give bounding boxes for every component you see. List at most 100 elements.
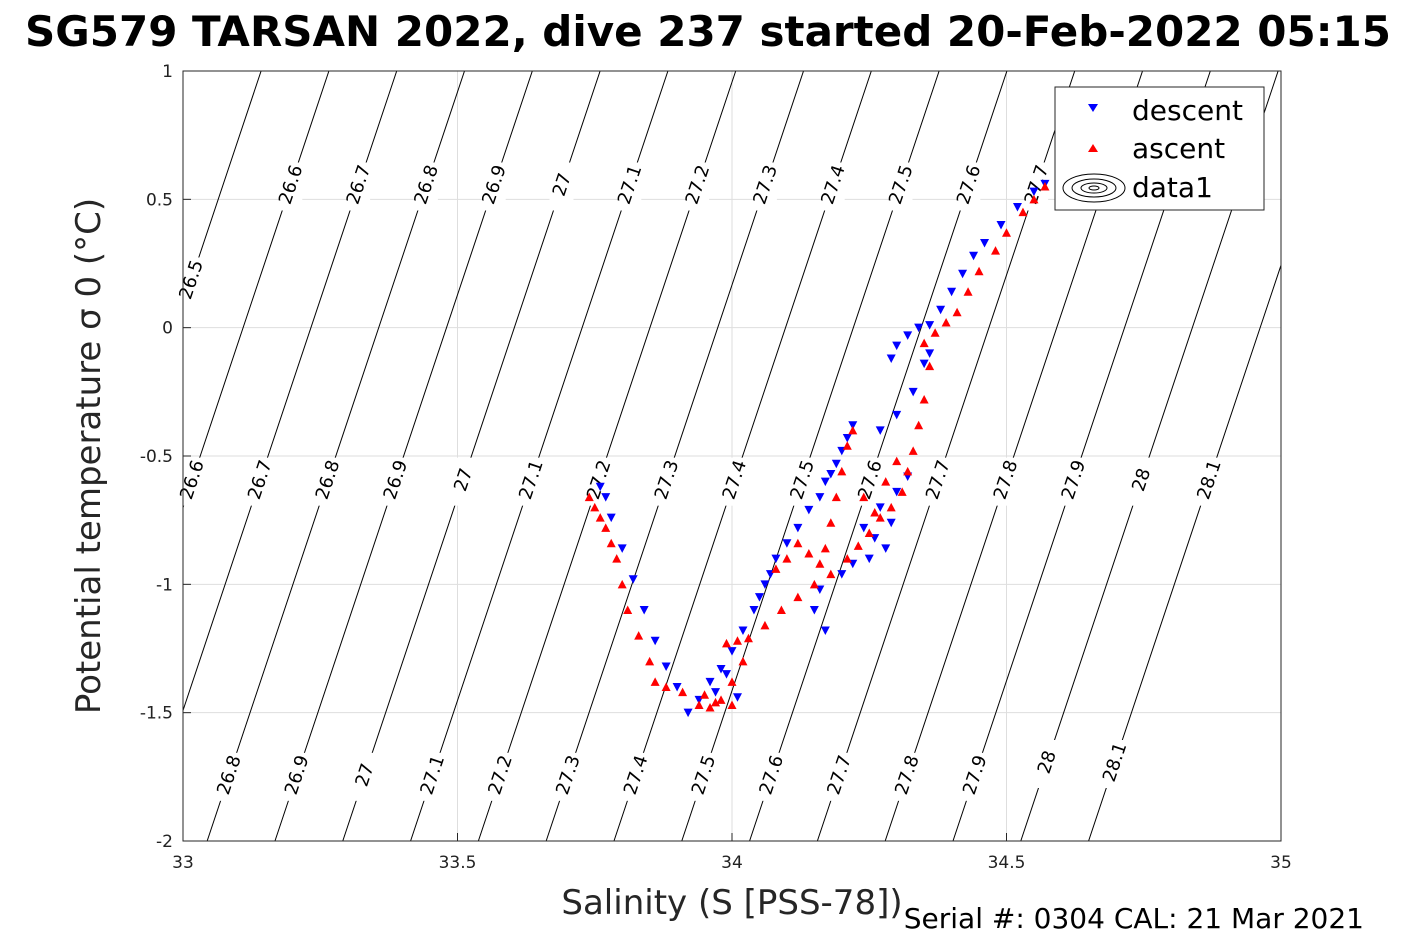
ascent-point (875, 513, 885, 522)
x-axis-ticks: 33 33.5 34 34.5 35 (172, 833, 1292, 873)
x-tick-label: 35 (1270, 853, 1292, 873)
ascent-point (694, 700, 704, 709)
ascent-point (705, 703, 715, 712)
ascent-point (661, 682, 671, 691)
ascent-point (925, 361, 935, 371)
descent-point (754, 593, 764, 602)
descent-point (749, 606, 759, 615)
ascent-point (1040, 182, 1050, 191)
ascent-point (1018, 207, 1028, 217)
descent-point (875, 426, 885, 435)
ascent-point (782, 554, 792, 563)
descent-point (826, 469, 836, 479)
descent-point (936, 305, 946, 315)
y-tick-label: -2 (156, 832, 173, 852)
contour-label-background (820, 162, 845, 211)
ascent-point (809, 579, 819, 589)
ascent-point (941, 318, 951, 327)
ascent-point (732, 636, 742, 645)
contour-label-background (685, 162, 710, 211)
ascent-point (623, 605, 633, 614)
contour-label-background (826, 752, 851, 801)
descent-point (903, 331, 913, 340)
descent-point (793, 523, 803, 533)
ascent-point (897, 487, 907, 496)
contour-label-background (759, 752, 784, 801)
x-tick-label: 34.5 (988, 853, 1026, 873)
ascent-point (952, 307, 962, 317)
descent-point (661, 662, 671, 671)
ascent-point (727, 700, 737, 709)
descent-point (716, 665, 726, 674)
descent-point (886, 518, 896, 528)
contour-label-background (420, 752, 445, 801)
descent-point (820, 626, 830, 636)
descent-point (919, 359, 929, 369)
contour-label-background (383, 457, 408, 506)
ascent-point (678, 687, 688, 697)
ascent-point (815, 559, 825, 568)
descent-point (809, 606, 819, 615)
ascent-point (974, 266, 984, 276)
chart-title: SG579 TARSAN 2022, dive 237 started 20-F… (25, 7, 1391, 56)
legend-descent-marker (1088, 104, 1098, 112)
ascent-point (771, 564, 781, 573)
descent-point (1029, 187, 1039, 197)
descent-point (628, 575, 638, 584)
ascent-point (584, 492, 594, 502)
descent-point (925, 321, 935, 330)
contour-label-background (1102, 740, 1127, 788)
descent-point (639, 606, 649, 615)
y-tick-label: 0 (162, 319, 173, 339)
ascent-point (722, 638, 732, 648)
descent-point (683, 708, 693, 718)
y-tick-label: -0.5 (140, 447, 173, 467)
contour-label-background (993, 457, 1018, 506)
contour-label-background (315, 457, 340, 506)
ascent-point (711, 697, 721, 707)
contour-label-background (450, 457, 475, 506)
ascent-point (595, 513, 605, 522)
descent-point (925, 349, 935, 358)
ascent-point (1029, 194, 1039, 204)
descent-point (892, 487, 902, 497)
ascent-point (859, 492, 869, 502)
contour-label-background (352, 752, 377, 801)
descent-point (996, 221, 1006, 230)
descent-point (711, 688, 721, 697)
descent-point (837, 570, 847, 579)
descent-point (842, 434, 852, 443)
ascent-point (864, 528, 874, 537)
descent-point (727, 647, 737, 656)
contour-label-background (549, 162, 574, 211)
ascent-point (743, 633, 753, 643)
ascent-point (831, 492, 841, 502)
descent-point (804, 505, 814, 515)
contour-label-background (555, 752, 580, 801)
ascent-point (1002, 228, 1011, 237)
descent-point (892, 341, 902, 351)
contour-label-background (247, 457, 272, 506)
density-contour-line (183, 71, 262, 307)
serial-cal-text: Serial #: 0304 CAL: 21 Mar 2021 (904, 902, 1364, 935)
ascent-point (903, 466, 913, 476)
ascent-point (612, 554, 622, 563)
y-tick-label: 1 (162, 62, 173, 82)
ascent-point (848, 425, 858, 435)
contour-label-background (1061, 457, 1086, 506)
ascent-point (914, 420, 924, 430)
descent-point (892, 410, 902, 420)
ascent-series (584, 182, 1050, 712)
descent-point (875, 503, 885, 512)
contour-label-background (925, 457, 950, 506)
ascent-point (760, 620, 770, 630)
descent-point (914, 323, 924, 333)
descent-point (881, 544, 891, 553)
ascent-point (826, 569, 836, 579)
contour-label-background (487, 752, 512, 801)
descent-point (947, 287, 957, 297)
contour-label-background (1196, 457, 1221, 506)
contour-label-background (956, 162, 981, 211)
ascent-point (870, 507, 880, 517)
